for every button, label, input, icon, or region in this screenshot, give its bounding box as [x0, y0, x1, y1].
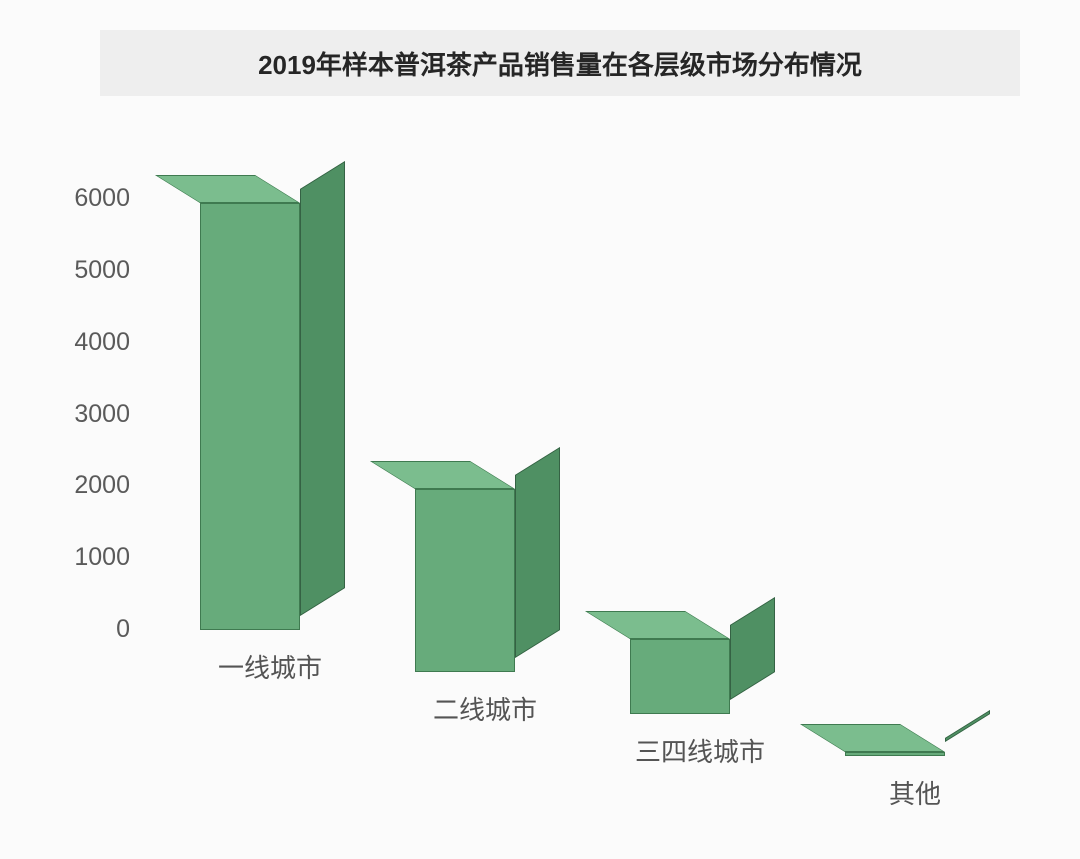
ytick-3000: 3000: [40, 400, 130, 429]
chart-canvas: { "chart": { "type": "3d-bar", "title": …: [0, 0, 1080, 859]
ytick-2000: 2000: [40, 471, 130, 500]
bar-1-side: [300, 161, 345, 616]
chart-title-text: 2019年样本普洱茶产品销售量在各层级市场分布情况: [258, 45, 862, 82]
bar-4-side: [945, 710, 990, 742]
xlabel-3: 三四线城市: [600, 732, 800, 769]
bar-2-top: [370, 461, 515, 489]
ytick-5000: 5000: [40, 256, 130, 285]
chart-title: 2019年样本普洱茶产品销售量在各层级市场分布情况: [100, 30, 1020, 96]
bar-3-front: [630, 639, 730, 714]
xlabel-4: 其他: [815, 774, 1015, 811]
bar-3-top: [585, 611, 730, 639]
bar-4-top: [800, 724, 945, 752]
bar-4-front: [845, 752, 945, 756]
bar-2-front: [415, 489, 515, 672]
bar-1-front: [200, 203, 300, 630]
ytick-0: 0: [40, 615, 130, 644]
xlabel-2: 二线城市: [385, 690, 585, 727]
bar-3-side: [730, 597, 775, 700]
ytick-6000: 6000: [40, 184, 130, 213]
bar-2-side: [515, 447, 560, 658]
bar-1-top: [155, 175, 300, 203]
xlabel-1: 一线城市: [170, 648, 370, 685]
ytick-1000: 1000: [40, 543, 130, 572]
ytick-4000: 4000: [40, 328, 130, 357]
